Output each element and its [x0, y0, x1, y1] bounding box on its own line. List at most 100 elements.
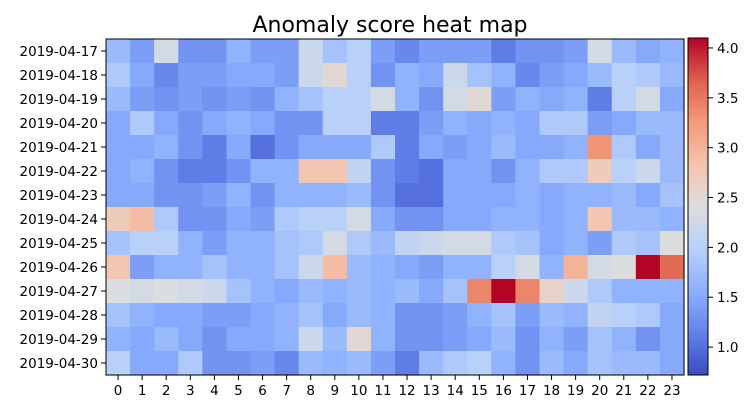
colorbar-ticks: 1.0 1.5 2.0 2.5 3.0 3.5 4.0 — [708, 41, 738, 356]
heatmap-cell — [202, 135, 228, 160]
x-tick-label: 2 — [162, 383, 171, 399]
heatmap-cell — [491, 279, 517, 304]
heatmap-cell — [154, 39, 179, 64]
heatmap-cell — [587, 279, 613, 304]
heatmap-cell — [443, 39, 468, 64]
heatmap-cell — [515, 183, 541, 208]
heatmap-cell — [274, 207, 300, 232]
heatmap-cell — [154, 207, 179, 232]
heatmap-cell — [154, 159, 179, 184]
heatmap-cell — [178, 207, 203, 232]
heatmap-cell — [587, 231, 613, 256]
heatmap-cell — [563, 231, 589, 256]
heatmap-cell — [250, 87, 276, 112]
heatmap-cell — [539, 87, 565, 112]
heatmap-cell — [587, 39, 613, 64]
heatmap-cell — [395, 135, 420, 160]
plot-frame — [105, 38, 685, 376]
heatmap-cell — [419, 111, 444, 136]
heatmap-cell — [154, 135, 179, 160]
heatmap-cell — [635, 159, 661, 184]
heatmap-cell — [346, 279, 372, 304]
heatmap-cell — [298, 63, 324, 88]
heatmap-cell — [202, 279, 228, 304]
heatmap-cell — [298, 111, 324, 136]
x-tick-label: 13 — [423, 383, 440, 399]
heatmap-cell — [178, 231, 203, 256]
heatmap-cell — [419, 159, 444, 184]
heatmap-cell — [467, 207, 492, 232]
heatmap-cell — [491, 255, 517, 280]
heatmap-cell — [491, 159, 517, 184]
heatmap-cell — [395, 351, 420, 376]
heatmap-cell — [298, 207, 324, 232]
heatmap-cell — [322, 255, 348, 280]
heatmap-cell — [298, 351, 324, 376]
heatmap-cell — [611, 303, 637, 328]
heatmap-cell — [274, 279, 300, 304]
heatmap-cell — [106, 255, 131, 280]
heatmap-cell — [467, 327, 492, 352]
heatmap-cell — [178, 87, 203, 112]
heatmap-cell — [226, 135, 252, 160]
heatmap-cell — [106, 231, 131, 256]
heatmap-cell — [370, 159, 396, 184]
heatmap-cell — [130, 231, 155, 256]
heatmap-cell — [154, 183, 179, 208]
heatmap-cell — [491, 87, 517, 112]
heatmap-cell — [395, 231, 420, 256]
heatmap-cell — [298, 327, 324, 352]
heatmap-cell — [226, 111, 252, 136]
heatmap-cell — [587, 303, 613, 328]
heatmap-cell — [274, 231, 300, 256]
x-tick-label: 0 — [114, 383, 123, 399]
heatmap-cell — [611, 135, 637, 160]
heatmap-cell — [250, 183, 276, 208]
heatmap-cell — [395, 111, 420, 136]
heatmap-cell — [611, 39, 637, 64]
heatmap-cell — [635, 39, 661, 64]
heatmap-cell — [130, 135, 155, 160]
heatmap-cell — [635, 183, 661, 208]
heatmap-cell — [250, 39, 276, 64]
heatmap-cell — [587, 207, 613, 232]
colorbar-tick-label: 1.5 — [717, 290, 738, 306]
heatmap-cell — [226, 207, 252, 232]
heatmap-cell — [298, 279, 324, 304]
heatmap-cell — [274, 39, 300, 64]
x-tick-label: 15 — [471, 383, 488, 399]
heatmap-cell — [274, 63, 300, 88]
heatmap-cell — [226, 87, 252, 112]
x-tick-label: 7 — [282, 383, 291, 399]
heatmap-cell — [322, 111, 348, 136]
y-tick-label: 2019-04-28 — [20, 308, 98, 324]
heatmap-cell — [322, 231, 348, 256]
heatmap-cell — [563, 351, 589, 376]
x-tick-label: 21 — [615, 383, 632, 399]
heatmap-cell — [226, 327, 252, 352]
x-tick-label: 14 — [447, 383, 464, 399]
y-tick-label: 2019-04-17 — [20, 44, 98, 60]
heatmap-cell — [346, 39, 372, 64]
heatmap-cell — [154, 111, 179, 136]
heatmap-cell — [274, 183, 300, 208]
heatmap-cell — [346, 159, 372, 184]
heatmap-cell — [635, 327, 661, 352]
heatmap-cell — [659, 255, 685, 280]
heatmap-cell — [611, 183, 637, 208]
heatmap-cell — [106, 303, 131, 328]
heatmap-cell — [202, 87, 228, 112]
x-tick-label: 12 — [398, 383, 415, 399]
heatmap-cell — [154, 231, 179, 256]
y-tick-label: 2019-04-18 — [20, 68, 98, 84]
x-tick-label: 5 — [234, 383, 243, 399]
heatmap-cell — [370, 303, 396, 328]
heatmap-cell — [130, 351, 155, 376]
heatmap-cell — [370, 279, 396, 304]
heatmap-cell — [106, 279, 131, 304]
heatmap-cell — [539, 183, 565, 208]
y-tick-label: 2019-04-20 — [20, 116, 98, 132]
heatmap-cell — [491, 207, 517, 232]
heatmap-cell — [395, 303, 420, 328]
heatmap-cell — [322, 63, 348, 88]
